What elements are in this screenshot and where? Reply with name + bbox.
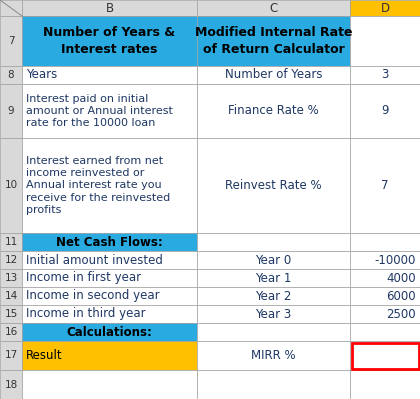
Bar (197, 0, 350, 16)
Text: Year 3: Year 3 (255, 308, 291, 320)
Text: 13: 13 (4, 273, 18, 283)
Bar (197, 305, 350, 323)
Text: Result: Result (26, 349, 63, 362)
Bar (350, 287, 420, 305)
Text: 8: 8 (8, 70, 14, 80)
Text: 6000: 6000 (386, 290, 416, 302)
Text: Net Cash Flows:: Net Cash Flows: (56, 235, 163, 249)
Text: Years: Years (26, 69, 57, 81)
Bar (350, 323, 420, 341)
Bar (0, 233, 22, 251)
Bar (0, 341, 22, 370)
Text: MIRR %: MIRR % (251, 349, 296, 362)
Text: Modified Internal Rate
of Return Calculator: Modified Internal Rate of Return Calcula… (195, 26, 352, 56)
Text: -10000: -10000 (375, 253, 416, 267)
Text: 12: 12 (4, 255, 18, 265)
Text: Year 2: Year 2 (255, 290, 291, 302)
Bar (22, 233, 197, 251)
Text: 16: 16 (4, 327, 18, 337)
Text: Reinvest Rate %: Reinvest Rate % (225, 179, 322, 192)
Bar (0, 287, 22, 305)
Text: Interest earned from net
income reinvested or
Annual interest rate you
receive f: Interest earned from net income reinvest… (26, 156, 170, 215)
Bar (197, 138, 350, 233)
Bar (22, 323, 197, 341)
Bar (197, 341, 350, 370)
Bar (0, 0, 22, 16)
Bar (0, 305, 22, 323)
Bar (197, 269, 350, 287)
Bar (22, 84, 197, 138)
Bar (350, 0, 420, 16)
Bar (0, 66, 22, 84)
Text: Year 1: Year 1 (255, 271, 291, 284)
Bar (22, 138, 197, 233)
Text: 2500: 2500 (386, 308, 416, 320)
Bar (0, 16, 22, 66)
Text: 10: 10 (5, 180, 18, 190)
Bar (197, 251, 350, 269)
Bar (197, 323, 350, 341)
Bar (22, 66, 197, 84)
Bar (197, 16, 350, 66)
Bar (197, 233, 350, 251)
Text: Income in third year: Income in third year (26, 308, 146, 320)
Bar (350, 269, 420, 287)
Text: 7: 7 (8, 36, 14, 46)
Text: B: B (105, 2, 113, 14)
Bar (197, 66, 350, 84)
Bar (352, 342, 418, 369)
Text: 14: 14 (4, 291, 18, 301)
Text: 15: 15 (4, 309, 18, 319)
Bar (22, 16, 197, 66)
Bar (0, 251, 22, 269)
Text: 3: 3 (381, 69, 388, 81)
Bar (22, 269, 197, 287)
Bar (350, 341, 420, 370)
Text: Initial amount invested: Initial amount invested (26, 253, 163, 267)
Text: 9: 9 (8, 106, 14, 116)
Bar (0, 370, 22, 399)
Text: 4000: 4000 (386, 271, 416, 284)
Bar (0, 138, 22, 233)
Text: 7: 7 (381, 179, 389, 192)
Text: 9: 9 (381, 105, 389, 117)
Text: Income in first year: Income in first year (26, 271, 141, 284)
Bar (350, 305, 420, 323)
Bar (350, 16, 420, 66)
Text: 11: 11 (4, 237, 18, 247)
Bar (197, 370, 350, 399)
Bar (350, 233, 420, 251)
Text: 18: 18 (4, 379, 18, 389)
Text: Number of Years: Number of Years (225, 69, 322, 81)
Bar (22, 370, 197, 399)
Bar (350, 66, 420, 84)
Text: D: D (381, 2, 390, 14)
Bar (22, 305, 197, 323)
Text: Year 0: Year 0 (255, 253, 291, 267)
Bar (350, 370, 420, 399)
Bar (22, 341, 197, 370)
Bar (22, 0, 197, 16)
Text: Income in second year: Income in second year (26, 290, 160, 302)
Bar (350, 84, 420, 138)
Bar (197, 84, 350, 138)
Bar (350, 251, 420, 269)
Bar (0, 323, 22, 341)
Text: Finance Rate %: Finance Rate % (228, 105, 319, 117)
Bar (350, 138, 420, 233)
Bar (22, 251, 197, 269)
Text: Calculations:: Calculations: (66, 326, 152, 338)
Bar (197, 287, 350, 305)
Text: Number of Years &
Interest rates: Number of Years & Interest rates (43, 26, 176, 56)
Bar (22, 287, 197, 305)
Text: Interest paid on initial
amount or Annual interest
rate for the 10000 loan: Interest paid on initial amount or Annua… (26, 94, 173, 128)
Text: C: C (269, 2, 278, 14)
Bar (0, 84, 22, 138)
Text: 17: 17 (4, 350, 18, 361)
Bar (0, 269, 22, 287)
